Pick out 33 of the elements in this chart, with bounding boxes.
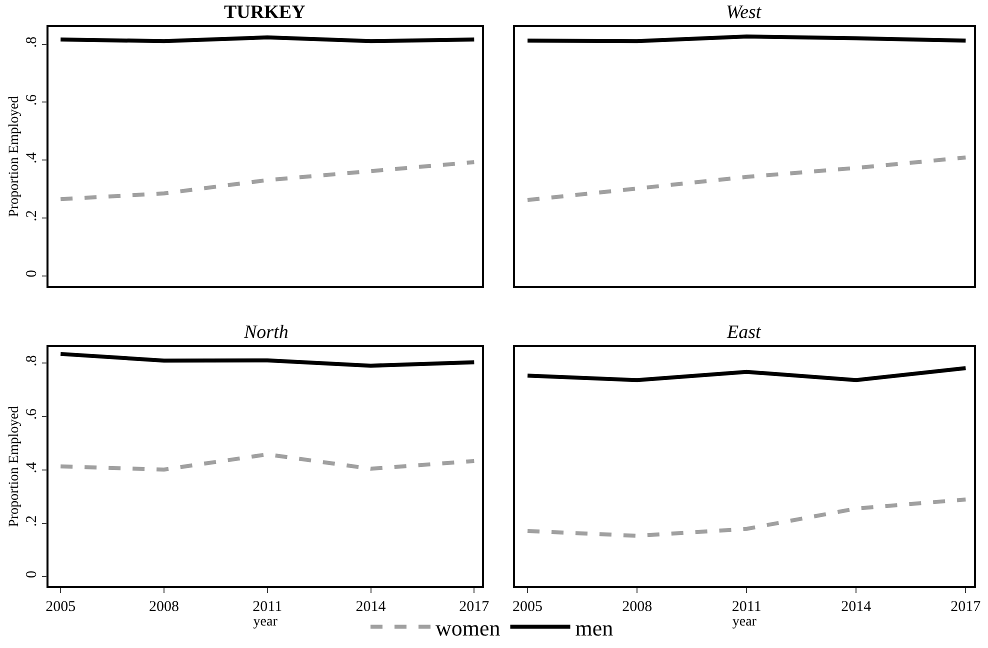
x-tick-label: 2017	[950, 598, 982, 615]
y-tick-label: 0	[24, 270, 40, 278]
line-series	[58, 160, 476, 202]
x-tick-label: 2014	[356, 598, 386, 615]
x-tick-label: 2008	[148, 598, 179, 615]
x-tick-label: 2017	[459, 598, 490, 615]
x-tick-label: 2005	[46, 598, 76, 615]
y-tick-label: .6	[24, 94, 40, 106]
chart-title: TURKEY	[224, 2, 306, 23]
y-tick-label: .2	[24, 515, 40, 527]
y-tick-label: .4	[24, 152, 40, 164]
line-series	[58, 352, 476, 368]
y-tick-label: .8	[24, 355, 40, 366]
x-tick-label: 2011	[732, 598, 762, 615]
y-tick-label: .4	[24, 461, 40, 474]
chart-title: North	[243, 322, 288, 343]
x-axis-title: year	[253, 614, 278, 630]
y-tick-label: .8	[24, 36, 40, 48]
chart-title: East	[726, 322, 762, 343]
line-series	[58, 452, 476, 472]
y-tick-label: 0	[24, 570, 40, 578]
y-axis-title: Proportion Employed	[6, 96, 22, 217]
x-axis-title: year	[732, 614, 757, 630]
x-tick-label: 2005	[512, 598, 543, 615]
y-tick-label: .6	[24, 408, 40, 420]
x-tick-label: 2008	[622, 598, 652, 615]
y-tick-label: .2	[24, 210, 40, 222]
legend-label: men	[575, 615, 614, 640]
chart-title: West	[726, 2, 762, 23]
x-tick-label: 2014	[841, 598, 872, 615]
y-axis-title: Proportion Employed	[6, 406, 22, 527]
legend-label: women	[436, 615, 500, 640]
x-tick-label: 2011	[252, 598, 282, 615]
